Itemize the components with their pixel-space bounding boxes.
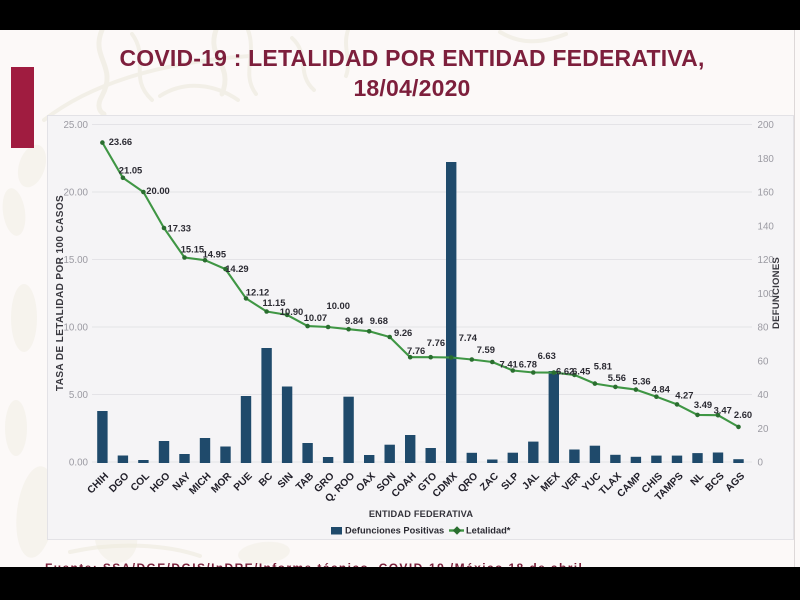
svg-text:160: 160 <box>758 188 775 199</box>
svg-text:TAB: TAB <box>294 471 316 493</box>
svg-text:14.95: 14.95 <box>203 248 226 259</box>
svg-text:23.66: 23.66 <box>109 136 132 147</box>
svg-text:7.59: 7.59 <box>477 344 495 355</box>
svg-text:ENTIDAD FEDERATIVA: ENTIDAD FEDERATIVA <box>369 509 473 519</box>
svg-text:MICH: MICH <box>187 471 213 497</box>
svg-text:3.47: 3.47 <box>714 405 732 416</box>
svg-text:60: 60 <box>758 356 769 367</box>
svg-text:20.00: 20.00 <box>146 185 169 196</box>
svg-text:21.05: 21.05 <box>119 165 142 176</box>
svg-text:200: 200 <box>758 120 775 131</box>
svg-text:HGO: HGO <box>148 471 172 495</box>
svg-text:AGS: AGS <box>724 471 748 495</box>
svg-text:11.15: 11.15 <box>263 297 286 308</box>
svg-text:BCS: BCS <box>704 471 727 494</box>
svg-text:20: 20 <box>758 424 769 435</box>
svg-text:6.63: 6.63 <box>538 350 556 361</box>
svg-text:BC: BC <box>257 470 276 489</box>
svg-text:OAX: OAX <box>354 471 378 495</box>
svg-text:25.00: 25.00 <box>63 120 88 131</box>
svg-text:MEX: MEX <box>539 471 563 495</box>
svg-text:9.68: 9.68 <box>370 315 388 326</box>
svg-text:7.76: 7.76 <box>407 345 425 356</box>
svg-text:Defunciones Positivas: Defunciones Positivas <box>345 526 444 536</box>
svg-text:180: 180 <box>758 154 775 165</box>
svg-text:6.78: 6.78 <box>519 358 537 369</box>
svg-text:120: 120 <box>758 255 775 266</box>
svg-text:9.84: 9.84 <box>345 315 364 326</box>
svg-text:10.07: 10.07 <box>304 312 327 323</box>
svg-text:5.00: 5.00 <box>69 390 89 401</box>
svg-text:15.15: 15.15 <box>181 244 204 255</box>
svg-text:5.56: 5.56 <box>608 372 626 383</box>
svg-text:10.00: 10.00 <box>327 300 350 311</box>
svg-text:ZAC: ZAC <box>478 470 501 493</box>
svg-text:JAL: JAL <box>521 471 542 492</box>
svg-text:CHIH: CHIH <box>86 471 111 496</box>
svg-text:7.41: 7.41 <box>500 358 518 369</box>
svg-text:5.36: 5.36 <box>632 376 650 387</box>
svg-text:4.84: 4.84 <box>652 384 671 395</box>
svg-text:10.00: 10.00 <box>63 323 88 334</box>
svg-text:2.60: 2.60 <box>734 409 752 420</box>
svg-text:12.12: 12.12 <box>246 287 269 298</box>
svg-text:DEFUNCIONES: DEFUNCIONES <box>771 257 782 329</box>
svg-text:5.81: 5.81 <box>594 361 612 372</box>
svg-text:TASA DE LETALIDAD POR 100 CASO: TASA DE LETALIDAD POR 100 CASOS <box>55 195 66 391</box>
svg-text:MOR: MOR <box>210 470 235 495</box>
svg-text:3.49: 3.49 <box>694 399 712 410</box>
svg-text:4.27: 4.27 <box>675 389 693 400</box>
svg-text:7.74: 7.74 <box>459 332 478 343</box>
svg-text:SIN: SIN <box>276 471 296 491</box>
svg-text:10.90: 10.90 <box>280 306 303 317</box>
svg-text:20.00: 20.00 <box>63 188 88 199</box>
svg-text:80: 80 <box>758 323 769 334</box>
svg-text:PUE: PUE <box>232 471 255 494</box>
svg-text:VER: VER <box>560 470 583 493</box>
svg-text:7.76: 7.76 <box>427 337 445 348</box>
svg-text:100: 100 <box>758 289 775 300</box>
svg-text:14.29: 14.29 <box>225 263 248 274</box>
svg-text:DGO: DGO <box>107 471 131 495</box>
svg-text:QRO: QRO <box>456 471 480 495</box>
svg-text:Letalidad*: Letalidad* <box>466 526 511 536</box>
svg-text:SLP: SLP <box>500 471 522 493</box>
svg-text:0: 0 <box>758 458 764 469</box>
svg-text:COL: COL <box>129 471 152 494</box>
svg-text:9.26: 9.26 <box>394 327 412 338</box>
svg-text:40: 40 <box>758 390 769 401</box>
svg-text:15.00: 15.00 <box>63 255 88 266</box>
svg-text:17.33: 17.33 <box>168 223 191 234</box>
svg-text:6.45: 6.45 <box>572 366 590 377</box>
svg-text:140: 140 <box>758 221 775 232</box>
svg-text:6.62: 6.62 <box>556 366 574 377</box>
svg-text:0.00: 0.00 <box>69 458 89 469</box>
